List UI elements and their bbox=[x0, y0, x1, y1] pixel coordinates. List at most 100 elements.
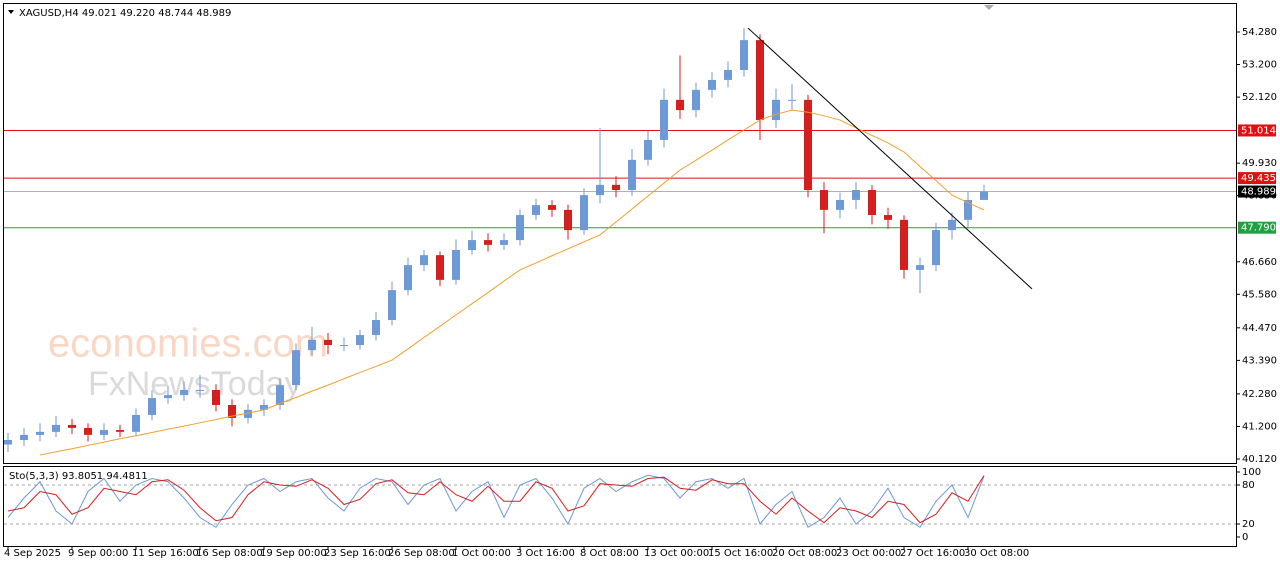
price-label-bg bbox=[1238, 185, 1276, 198]
x-tick-label: 13 Oct 00:00 bbox=[644, 548, 709, 559]
candle-body bbox=[932, 230, 940, 266]
watermark: economies.com bbox=[48, 322, 328, 366]
candle-body bbox=[836, 199, 844, 210]
y-tick-label: 45.580 bbox=[1242, 289, 1277, 300]
candle-body bbox=[36, 431, 44, 435]
x-tick-label: 3 Oct 16:00 bbox=[516, 548, 575, 559]
level-label: 47.790 bbox=[1241, 223, 1276, 234]
stoch-panel bbox=[3, 466, 1237, 547]
candle-body bbox=[964, 199, 972, 220]
candle-body bbox=[20, 434, 28, 440]
level-label: 49.435 bbox=[1241, 173, 1276, 184]
y-tick-label: 53.200 bbox=[1242, 60, 1277, 71]
candle-body bbox=[196, 389, 204, 391]
x-tick-label: 4 Sep 2025 bbox=[4, 548, 61, 559]
candle-body bbox=[324, 339, 332, 346]
candle-body bbox=[980, 191, 988, 200]
candle-body bbox=[852, 190, 860, 200]
candle-body bbox=[580, 195, 588, 231]
trendline bbox=[747, 27, 1033, 290]
candle-body bbox=[708, 79, 716, 90]
y-tick-label: 43.390 bbox=[1242, 355, 1277, 366]
candle-body bbox=[868, 190, 876, 216]
candle-body bbox=[788, 99, 796, 101]
candle-body bbox=[644, 139, 652, 160]
x-tick-label: 23 Oct 00:00 bbox=[836, 548, 901, 559]
candle-body bbox=[484, 240, 492, 245]
y-tick-label: 100 bbox=[1242, 467, 1261, 478]
y-tick-label: 20 bbox=[1242, 519, 1255, 530]
candle-body bbox=[500, 240, 508, 245]
candle-body bbox=[420, 255, 428, 266]
watermark: FxNewsToday bbox=[88, 365, 302, 403]
candle-body bbox=[916, 265, 924, 270]
candle-body bbox=[388, 290, 396, 320]
candle-body bbox=[884, 215, 892, 220]
moving-average bbox=[39, 109, 985, 456]
candle-body bbox=[212, 389, 220, 406]
stoch-line bbox=[7, 475, 985, 524]
candle-body bbox=[468, 240, 476, 251]
x-tick-label: 30 Oct 08:00 bbox=[964, 548, 1029, 559]
candle-body bbox=[100, 430, 108, 435]
candle-body bbox=[308, 339, 316, 351]
candle-body bbox=[564, 209, 572, 231]
price-label: 48.989 bbox=[1241, 187, 1276, 198]
candle-body bbox=[132, 414, 140, 432]
candle-body bbox=[276, 385, 284, 406]
shift-marker bbox=[984, 5, 994, 10]
y-tick-label: 49.930 bbox=[1242, 158, 1277, 169]
x-tick-label: 19 Sep 00:00 bbox=[260, 548, 327, 559]
x-tick-label: 9 Sep 00:00 bbox=[68, 548, 128, 559]
x-tick-label: 11 Sep 16:00 bbox=[132, 548, 199, 559]
candle-body bbox=[340, 345, 348, 347]
candle-body bbox=[404, 265, 412, 291]
candle-body bbox=[628, 159, 636, 191]
level-label: 51.014 bbox=[1241, 125, 1276, 136]
chart-header: XAGUSD,H4 49.021 49.220 48.744 48.989 bbox=[19, 8, 231, 19]
candle-body bbox=[436, 255, 444, 280]
y-tick-label: 52.120 bbox=[1242, 92, 1277, 103]
candle-body bbox=[548, 205, 556, 210]
candle-body bbox=[740, 40, 748, 70]
stoch-line bbox=[7, 474, 985, 528]
level-label-bg bbox=[1238, 221, 1276, 234]
candle-body bbox=[692, 89, 700, 111]
y-tick-label: 80 bbox=[1242, 480, 1255, 491]
candle-body bbox=[452, 250, 460, 280]
candle-body bbox=[756, 40, 764, 121]
candle-body bbox=[772, 99, 780, 121]
x-tick-label: 15 Oct 16:00 bbox=[708, 548, 773, 559]
candle-body bbox=[948, 219, 956, 231]
candle-body bbox=[52, 424, 60, 432]
candle-body bbox=[292, 350, 300, 386]
y-tick-label: 46.660 bbox=[1242, 257, 1277, 268]
x-tick-label: 27 Oct 16:00 bbox=[900, 548, 965, 559]
x-tick-label: 26 Sep 08:00 bbox=[388, 548, 455, 559]
candle-body bbox=[356, 335, 364, 346]
level-label-bg bbox=[1238, 124, 1276, 137]
x-tick-label: 16 Sep 08:00 bbox=[196, 548, 263, 559]
level-label-bg bbox=[1238, 172, 1276, 185]
y-tick-label: 54.280 bbox=[1242, 27, 1277, 38]
candle-body bbox=[372, 319, 380, 336]
candle-body bbox=[660, 99, 668, 140]
candle-body bbox=[676, 99, 684, 111]
x-tick-label: 23 Sep 16:00 bbox=[324, 548, 391, 559]
candle-body bbox=[180, 389, 188, 396]
candle-body bbox=[164, 395, 172, 399]
candle-body bbox=[68, 424, 76, 428]
candle-body bbox=[260, 405, 268, 410]
candle-body bbox=[84, 427, 92, 435]
candle-body bbox=[596, 184, 604, 196]
candle-body bbox=[820, 190, 828, 210]
y-tick-label: 0 bbox=[1242, 532, 1248, 543]
candle-body bbox=[148, 398, 156, 415]
candle-body bbox=[900, 219, 908, 270]
stoch-title: Sto(5,3,3) 93.8051 94.4811 bbox=[9, 471, 148, 482]
y-tick-label: 42.280 bbox=[1242, 389, 1277, 400]
y-tick-label: 41.200 bbox=[1242, 421, 1277, 432]
candle-body bbox=[228, 405, 236, 418]
candle-body bbox=[804, 99, 812, 191]
